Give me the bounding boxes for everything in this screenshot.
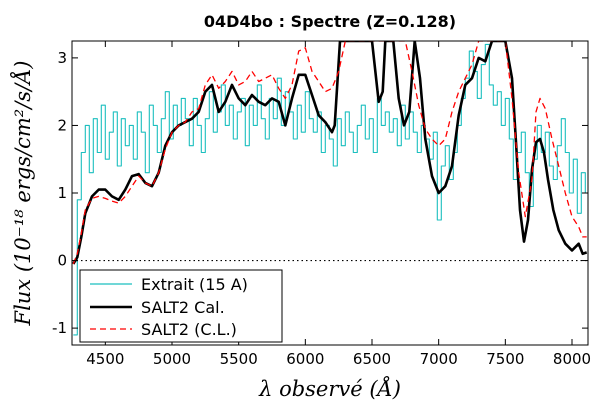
legend: Extrait (15 A) SALT2 Cal. SALT2 (C.L.) [79, 269, 283, 343]
x-tick-label-0: 4500 [86, 350, 124, 368]
legend-label-extrait: Extrait (15 A) [141, 275, 248, 294]
series-line-2 [72, 41, 587, 265]
y-tick-label-1: 0 [57, 252, 67, 270]
x-tick-label-3: 6000 [286, 350, 324, 368]
legend-label-salt2-cal: SALT2 Cal. [141, 298, 225, 317]
series-line-0 [73, 43, 588, 336]
y-tick-label-3: 2 [57, 116, 67, 134]
x-tick-label-6: 7500 [486, 350, 524, 368]
y-axis-label: Flux (10⁻¹⁸ ergs/cm²/s/Å) [10, 61, 35, 327]
legend-label-salt2-cl: SALT2 (C.L.) [141, 320, 237, 339]
series-layer [72, 41, 588, 336]
x-tick-label-2: 5500 [220, 350, 258, 368]
x-tick-label-1: 5000 [153, 350, 191, 368]
y-tick-label-2: 1 [57, 184, 67, 202]
x-tick-label-5: 7000 [420, 350, 458, 368]
chart-title: 04D4bo : Spectre (Z=0.128) [204, 12, 456, 31]
x-axis-label: λ observé (Å) [258, 376, 401, 400]
x-tick-label-4: 6500 [353, 350, 391, 368]
x-tick-label-7: 8000 [553, 350, 591, 368]
ticks-layer: 4500 5000 5500 6000 6500 7000 7500 8000 -1 0 1 2 3 [52, 41, 591, 368]
y-tick-label-0: -1 [52, 319, 67, 337]
y-tick-label-4: 3 [57, 49, 67, 67]
series-line-1 [72, 41, 588, 265]
